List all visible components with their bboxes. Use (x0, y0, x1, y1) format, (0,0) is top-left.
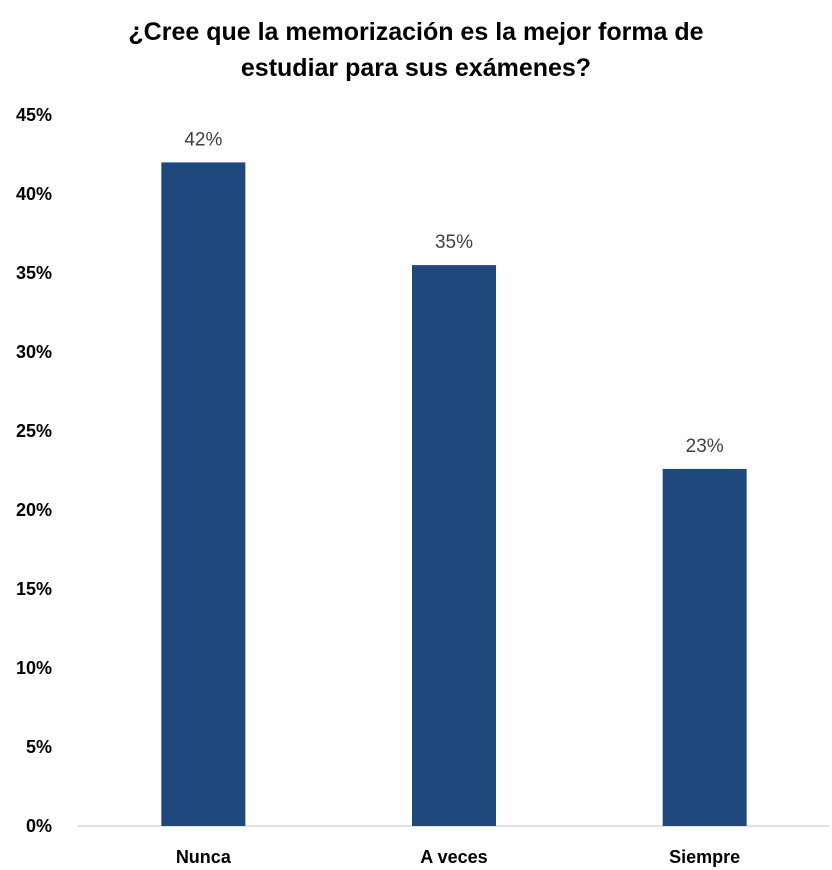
x-tick-label: Siempre (669, 847, 740, 867)
data-label: 35% (435, 232, 473, 253)
y-tick-label: 35% (16, 263, 52, 283)
y-tick-label: 20% (16, 500, 52, 520)
data-label: 42% (184, 129, 222, 150)
y-tick-label: 25% (16, 421, 52, 441)
y-tick-label: 10% (16, 658, 52, 678)
chart-title: ¿Cree que la memorización es la mejor fo… (0, 14, 832, 86)
bar (662, 468, 747, 826)
data-label: 23% (686, 436, 724, 457)
bar (412, 265, 496, 827)
y-tick-label: 5% (26, 737, 52, 757)
y-tick-label: 15% (16, 579, 52, 599)
x-tick-label: Nunca (176, 847, 232, 867)
x-tick-label: A veces (420, 847, 487, 867)
y-tick-label: 45% (16, 105, 52, 125)
chart-title-line-2: estudiar para sus exámenes? (240, 54, 592, 82)
y-tick-label: 40% (16, 184, 52, 204)
y-tick-label: 0% (26, 816, 52, 836)
chart-title-line-1: ¿Cree que la memorización es la mejor fo… (128, 18, 704, 46)
bar (161, 162, 246, 826)
y-tick-label: 30% (16, 342, 52, 362)
